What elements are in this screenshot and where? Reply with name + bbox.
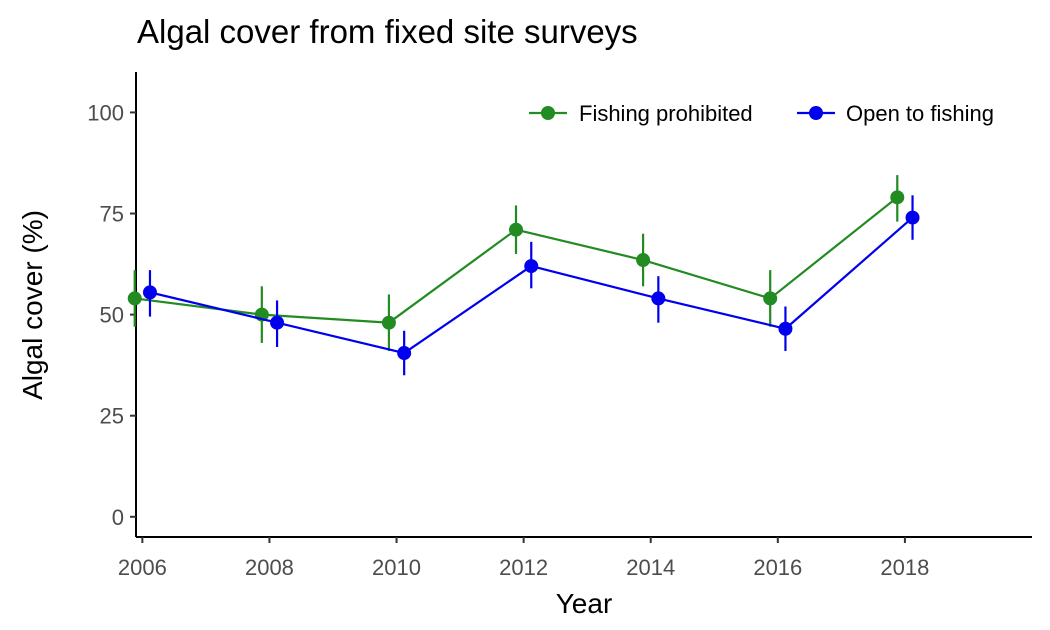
y-tick-label: 25 (100, 404, 124, 429)
legend-label: Open to fishing (846, 101, 994, 126)
series-layer (127, 175, 920, 376)
y-ticks: 0 25 50 75 100 (87, 100, 136, 530)
data-point (509, 222, 524, 237)
data-point (524, 259, 539, 274)
data-point (127, 291, 142, 306)
chart-title: Algal cover from fixed site surveys (137, 13, 638, 50)
data-point (270, 315, 285, 330)
data-point (397, 346, 412, 361)
series-0 (127, 175, 905, 351)
axes: 0 25 50 75 100 2006 2008 2010 2012 2014 2016 2018 (87, 72, 1032, 580)
legend-key-point (809, 106, 823, 120)
data-point (636, 253, 651, 268)
data-point (905, 210, 920, 225)
x-tick-label: 2008 (245, 555, 294, 580)
y-tick-label: 50 (100, 303, 124, 328)
y-tick-label: 100 (87, 100, 124, 125)
x-axis-title: Year (556, 588, 613, 619)
x-tick-label: 2014 (626, 555, 675, 580)
x-tick-label: 2010 (372, 555, 421, 580)
data-point (142, 285, 157, 300)
x-tick-label: 2006 (118, 555, 167, 580)
y-axis-title: Algal cover (%) (17, 210, 48, 400)
data-point (381, 315, 396, 330)
x-tick-label: 2012 (499, 555, 548, 580)
series-1 (142, 195, 920, 376)
data-point (763, 291, 778, 306)
y-tick-label: 75 (100, 202, 124, 227)
data-point (778, 321, 793, 336)
x-tick-label: 2016 (753, 555, 802, 580)
y-tick-label: 0 (112, 505, 124, 530)
data-point (890, 190, 905, 205)
x-ticks: 2006 2008 2010 2012 2014 2016 2018 (118, 537, 929, 580)
x-tick-label: 2018 (880, 555, 929, 580)
legend: Fishing prohibited Open to fishing (529, 101, 994, 126)
legend-key-point (541, 106, 555, 120)
data-point (651, 291, 666, 306)
legend-label: Fishing prohibited (579, 101, 753, 126)
